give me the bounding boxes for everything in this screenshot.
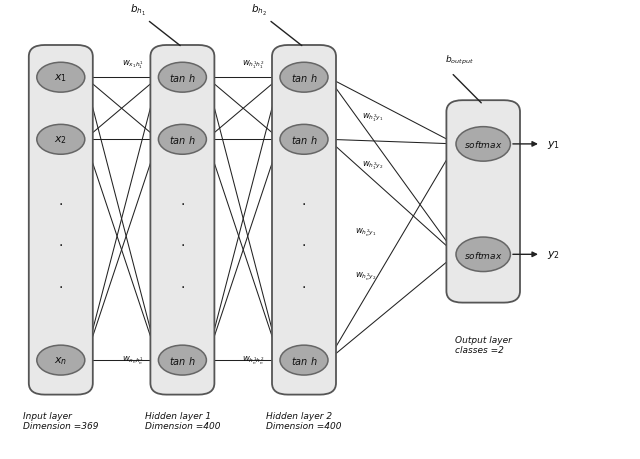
- Text: $w_{h_n^2 y_2}$: $w_{h_n^2 y_2}$: [355, 270, 377, 282]
- Ellipse shape: [280, 63, 328, 93]
- Text: ·: ·: [59, 280, 63, 294]
- Text: $x_1$: $x_1$: [54, 72, 67, 84]
- Text: $y_1$: $y_1$: [547, 139, 560, 151]
- Text: Hidden layer 2
Dimension =400: Hidden layer 2 Dimension =400: [266, 411, 342, 430]
- Text: $w_{h_1^2 y_1}$: $w_{h_1^2 y_1}$: [362, 112, 383, 124]
- Text: $b_{h_2}$: $b_{h_2}$: [252, 3, 267, 18]
- Ellipse shape: [158, 345, 206, 375]
- Text: Output layer
classes =2: Output layer classes =2: [455, 335, 511, 354]
- Ellipse shape: [158, 125, 206, 155]
- FancyBboxPatch shape: [447, 101, 520, 303]
- Text: $x_n$: $x_n$: [54, 354, 67, 366]
- Text: Input layer
Dimension =369: Input layer Dimension =369: [23, 411, 99, 430]
- Ellipse shape: [280, 125, 328, 155]
- Ellipse shape: [36, 125, 85, 155]
- Text: $tan\ h$: $tan\ h$: [169, 72, 196, 84]
- Text: $w_{h_n^1 h_n^2}$: $w_{h_n^1 h_n^2}$: [242, 354, 264, 367]
- Text: Hidden layer 1
Dimension =400: Hidden layer 1 Dimension =400: [145, 411, 220, 430]
- Text: ·: ·: [180, 280, 184, 294]
- Ellipse shape: [36, 345, 85, 375]
- Text: $b_{output}$: $b_{output}$: [445, 54, 474, 67]
- Text: $tan\ h$: $tan\ h$: [169, 354, 196, 366]
- Text: ·: ·: [59, 239, 63, 252]
- Text: ·: ·: [180, 239, 184, 252]
- Text: $w_{h_n^2 y_1}$: $w_{h_n^2 y_1}$: [355, 226, 377, 239]
- Text: $tan\ h$: $tan\ h$: [169, 134, 196, 146]
- Text: ·: ·: [302, 280, 306, 294]
- Ellipse shape: [158, 63, 206, 93]
- Text: ·: ·: [59, 197, 63, 211]
- Text: ·: ·: [302, 239, 306, 252]
- Ellipse shape: [456, 237, 511, 272]
- Text: $w_{h_1^2 y_2}$: $w_{h_1^2 y_2}$: [362, 160, 383, 172]
- Text: $b_{h_1}$: $b_{h_1}$: [129, 3, 146, 18]
- FancyBboxPatch shape: [29, 46, 93, 395]
- Text: $w_{x_1 h_1^1}$: $w_{x_1 h_1^1}$: [122, 59, 143, 71]
- Text: $w_{h_1^1 h_1^2}$: $w_{h_1^1 h_1^2}$: [242, 59, 264, 71]
- Text: $w_{x_n h_n^1}$: $w_{x_n h_n^1}$: [122, 354, 143, 367]
- Text: $tan\ h$: $tan\ h$: [291, 134, 317, 146]
- Text: $\mathit{softmax}$: $\mathit{softmax}$: [464, 249, 502, 260]
- Text: $y_2$: $y_2$: [547, 249, 560, 261]
- Text: ·: ·: [180, 197, 184, 211]
- FancyBboxPatch shape: [150, 46, 214, 395]
- Ellipse shape: [280, 345, 328, 375]
- Ellipse shape: [456, 127, 511, 162]
- FancyBboxPatch shape: [272, 46, 336, 395]
- Text: ·: ·: [302, 197, 306, 211]
- Text: $tan\ h$: $tan\ h$: [291, 72, 317, 84]
- Text: $tan\ h$: $tan\ h$: [291, 354, 317, 366]
- Ellipse shape: [36, 63, 85, 93]
- Text: $\mathit{softmax}$: $\mathit{softmax}$: [464, 139, 502, 150]
- Text: $x_2$: $x_2$: [54, 134, 67, 146]
